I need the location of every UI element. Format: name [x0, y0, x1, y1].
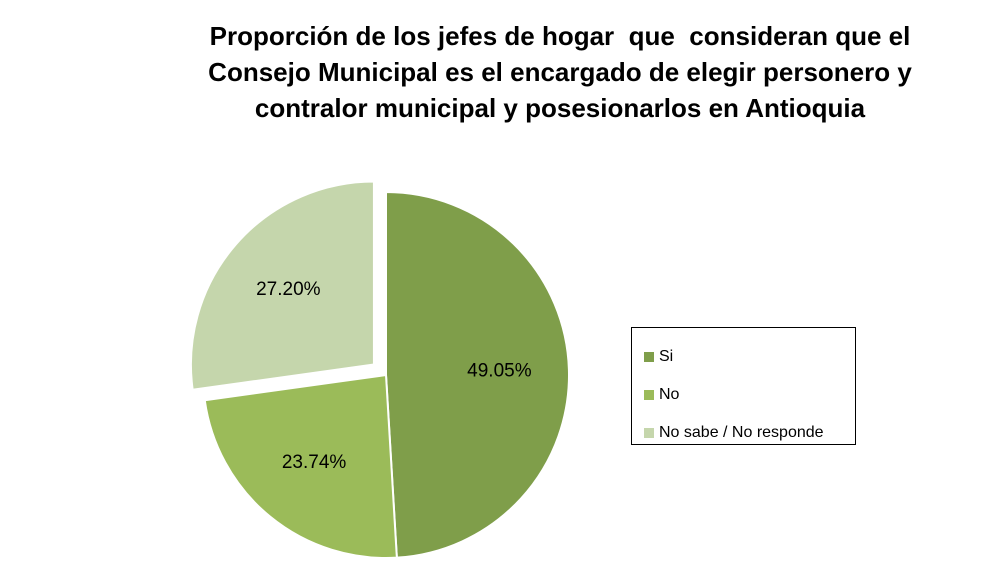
- slice-no-sabe: [189, 180, 375, 391]
- legend: Si No No sabe / No responde: [631, 327, 856, 445]
- slice-no: [203, 373, 398, 559]
- slice-si-label: 49.05%: [467, 361, 532, 382]
- legend-label-no-sabe: No sabe / No responde: [659, 424, 824, 441]
- chart-title-line-3: contralor municipal y posesionarlos en A…: [254, 93, 866, 123]
- chart-title-line-2: Consejo Municipal es el encargado de ele…: [208, 57, 912, 87]
- legend-item-no: No: [632, 376, 855, 414]
- legend-label-si: Si: [659, 348, 674, 365]
- legend-swatch-si: [644, 352, 654, 362]
- slice-si: [385, 190, 570, 559]
- legend-item-si: Si: [632, 338, 855, 376]
- slice-no-label: 23.74%: [282, 452, 347, 473]
- legend-item-no-sabe: No sabe / No responde: [632, 414, 855, 452]
- legend-swatch-no: [644, 390, 654, 400]
- chart-title-line-1: Proporción de los jefes de hogar que con…: [209, 21, 911, 51]
- legend-swatch-no-sabe: [644, 428, 654, 438]
- chart-title: Proporción de los jefes de hogar que con…: [140, 18, 980, 126]
- slice-no-sabe-label: 27.20%: [256, 279, 321, 300]
- legend-label-no: No: [659, 386, 680, 403]
